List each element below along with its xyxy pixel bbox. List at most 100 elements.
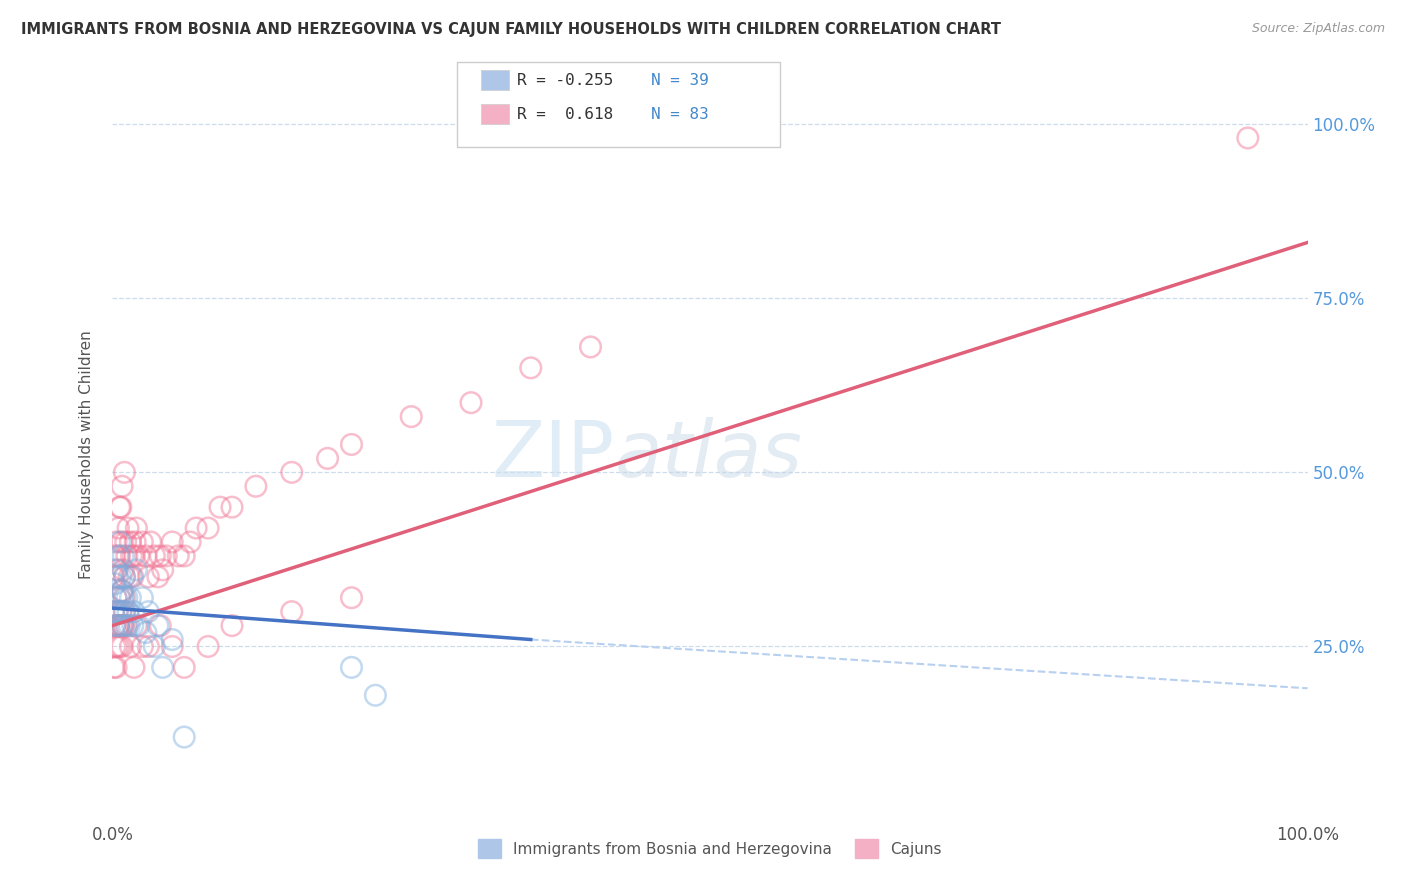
Point bbox=[114, 605, 135, 619]
Point bbox=[104, 640, 127, 654]
Point bbox=[460, 395, 482, 409]
Point bbox=[105, 660, 128, 674]
Text: IMMIGRANTS FROM BOSNIA AND HERZEGOVINA VS CAJUN FAMILY HOUSEHOLDS WITH CHILDREN : IMMIGRANTS FROM BOSNIA AND HERZEGOVINA V… bbox=[21, 22, 1001, 37]
Point bbox=[115, 549, 138, 563]
Point bbox=[149, 549, 172, 563]
Point bbox=[152, 660, 174, 674]
Point bbox=[149, 618, 172, 632]
Point bbox=[281, 605, 304, 619]
Point bbox=[221, 500, 243, 515]
Point bbox=[135, 549, 157, 563]
Point bbox=[143, 549, 166, 563]
Point bbox=[579, 340, 602, 354]
Point bbox=[103, 605, 125, 619]
Point bbox=[115, 618, 138, 632]
Point bbox=[146, 570, 169, 584]
Point bbox=[114, 466, 135, 480]
Point bbox=[124, 535, 146, 549]
Point bbox=[105, 570, 128, 584]
Point bbox=[104, 618, 127, 632]
Point bbox=[110, 605, 132, 619]
Point bbox=[111, 640, 134, 654]
Point bbox=[118, 570, 141, 584]
Point bbox=[1237, 131, 1260, 145]
Point bbox=[112, 549, 135, 563]
Point bbox=[117, 605, 139, 619]
Point bbox=[114, 535, 136, 549]
Point bbox=[104, 618, 127, 632]
Point bbox=[105, 591, 128, 605]
Point bbox=[114, 570, 135, 584]
Point bbox=[121, 570, 143, 584]
Point bbox=[179, 535, 201, 549]
Point bbox=[120, 535, 142, 549]
Point bbox=[107, 521, 129, 535]
Point bbox=[104, 549, 127, 563]
Text: N = 39: N = 39 bbox=[651, 73, 709, 87]
Point bbox=[108, 500, 131, 515]
Point bbox=[316, 451, 339, 466]
Point bbox=[105, 605, 128, 619]
Point bbox=[197, 640, 219, 654]
Point bbox=[118, 618, 141, 632]
Y-axis label: Family Households with Children: Family Households with Children bbox=[79, 331, 94, 579]
Point bbox=[122, 549, 145, 563]
Point bbox=[281, 466, 304, 480]
Point bbox=[125, 618, 148, 632]
Text: R =  0.618: R = 0.618 bbox=[517, 107, 613, 121]
Point bbox=[401, 409, 423, 424]
Point bbox=[103, 605, 125, 619]
Point bbox=[121, 618, 143, 632]
Legend: Immigrants from Bosnia and Herzegovina, Cajuns: Immigrants from Bosnia and Herzegovina, … bbox=[472, 833, 948, 864]
Point bbox=[105, 605, 128, 619]
Point bbox=[122, 660, 145, 674]
Point bbox=[364, 688, 387, 702]
Point bbox=[111, 479, 134, 493]
Point bbox=[108, 640, 131, 654]
Point bbox=[110, 618, 132, 632]
Point bbox=[173, 549, 195, 563]
Point bbox=[143, 640, 166, 654]
Point bbox=[340, 437, 363, 451]
Text: N = 83: N = 83 bbox=[651, 107, 709, 121]
Point bbox=[108, 591, 131, 605]
Point bbox=[152, 563, 174, 577]
Point bbox=[107, 618, 129, 632]
Text: ZIP: ZIP bbox=[492, 417, 614, 493]
Point bbox=[103, 570, 125, 584]
Point bbox=[111, 535, 134, 549]
Point bbox=[221, 618, 243, 632]
Point bbox=[111, 583, 134, 598]
Point bbox=[107, 618, 129, 632]
Point bbox=[112, 618, 135, 632]
Point bbox=[111, 618, 134, 632]
Point bbox=[114, 618, 136, 632]
Point bbox=[105, 563, 128, 577]
Point bbox=[107, 618, 129, 632]
Point bbox=[135, 625, 157, 640]
Point bbox=[131, 591, 153, 605]
Point bbox=[125, 563, 148, 577]
Point bbox=[114, 591, 135, 605]
Point bbox=[340, 591, 363, 605]
Point bbox=[110, 570, 132, 584]
Point bbox=[112, 591, 135, 605]
Point bbox=[103, 660, 125, 674]
Point bbox=[121, 570, 143, 584]
Point bbox=[146, 618, 169, 632]
Point bbox=[162, 535, 183, 549]
Point bbox=[173, 730, 195, 744]
Point bbox=[107, 549, 129, 563]
Point bbox=[245, 479, 267, 493]
Point bbox=[167, 549, 190, 563]
Point bbox=[131, 535, 153, 549]
Text: Source: ZipAtlas.com: Source: ZipAtlas.com bbox=[1251, 22, 1385, 36]
Point bbox=[209, 500, 232, 515]
Point bbox=[162, 632, 183, 647]
Point bbox=[112, 563, 135, 577]
Point bbox=[108, 591, 131, 605]
Point bbox=[104, 576, 127, 591]
Point bbox=[120, 640, 142, 654]
Point bbox=[120, 591, 142, 605]
Point bbox=[128, 549, 150, 563]
